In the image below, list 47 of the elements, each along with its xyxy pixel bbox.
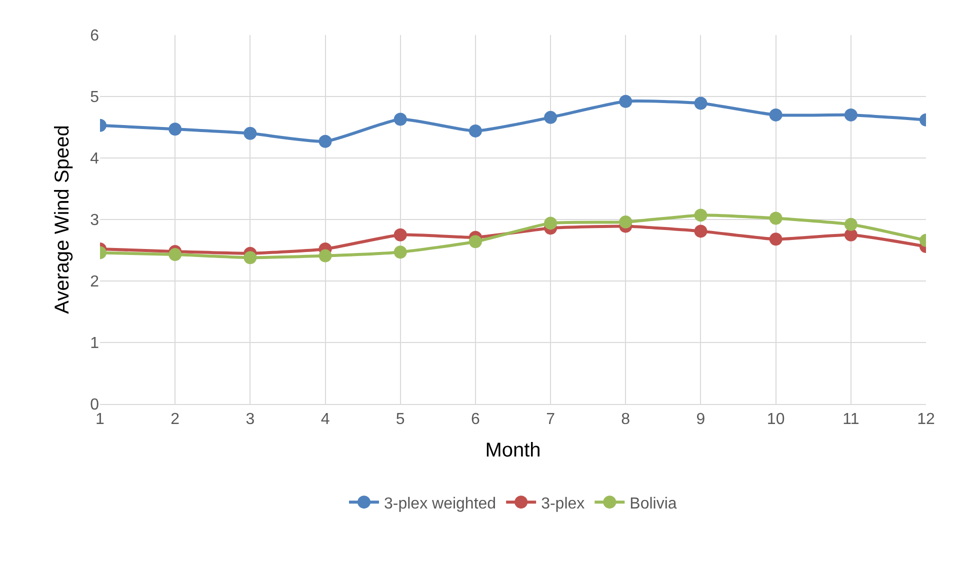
point — [468, 235, 482, 248]
point — [168, 248, 182, 262]
y-tick-label: 4 — [90, 150, 100, 168]
point — [769, 232, 782, 246]
x-tick-label: 6 — [470, 411, 480, 428]
x-tick-label: 3 — [246, 411, 255, 428]
point — [844, 218, 858, 231]
legend-label: 3-plex weighted — [384, 495, 496, 512]
point — [394, 246, 407, 259]
x-tick-label: 9 — [696, 411, 706, 428]
y-tick-label: 1 — [90, 335, 100, 352]
point — [394, 112, 407, 126]
legend-label: 3-plex — [541, 495, 585, 512]
point — [769, 108, 782, 122]
point — [544, 110, 558, 124]
point — [844, 228, 858, 242]
point — [244, 126, 257, 140]
point — [769, 212, 782, 225]
point — [244, 251, 257, 264]
x-tick-label: 7 — [546, 411, 556, 428]
point — [468, 124, 482, 138]
y-tick-label: 6 — [90, 28, 100, 45]
x-axis-title: Month — [485, 440, 541, 462]
y-tick-label: 5 — [90, 89, 100, 106]
point — [694, 224, 708, 238]
y-axis-title: Average Wind Speed — [52, 125, 74, 314]
point — [844, 108, 858, 122]
x-tick-label: 11 — [842, 411, 860, 428]
point — [694, 208, 708, 222]
y-tick-label: 0 — [90, 396, 100, 414]
x-tick-label: 4 — [320, 411, 330, 428]
x-tick-label: 8 — [621, 411, 630, 428]
x-tick-label: 10 — [766, 411, 785, 428]
point — [168, 122, 182, 136]
y-tick-label: 2 — [90, 274, 100, 291]
point — [694, 96, 708, 110]
point — [318, 249, 332, 262]
point — [394, 228, 407, 242]
y-tick-label: 3 — [90, 212, 100, 230]
x-tick-label: 5 — [396, 411, 405, 428]
point — [619, 94, 632, 108]
point — [544, 216, 558, 230]
legend-label: Bolivia — [630, 495, 677, 512]
x-tick-label: 2 — [170, 411, 180, 428]
point — [318, 134, 332, 148]
point — [619, 215, 632, 228]
x-tick-label: 12 — [917, 411, 935, 428]
